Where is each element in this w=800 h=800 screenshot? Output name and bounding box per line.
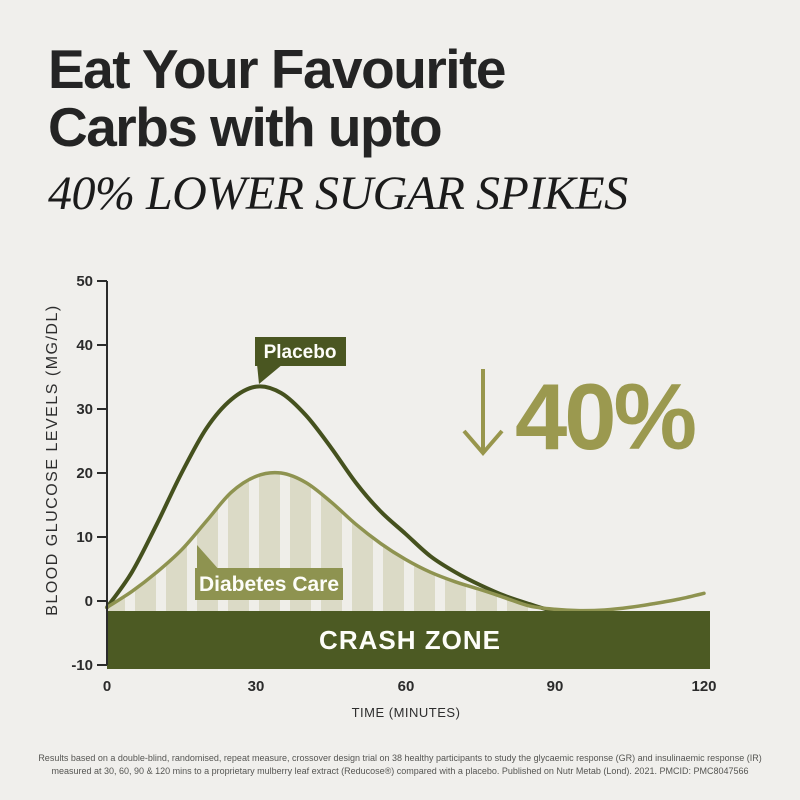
y-tick-30: 30	[76, 401, 93, 418]
x-tick-0: 0	[103, 678, 111, 695]
page-subtitle: 40% LOWER SUGAR SPIKES	[48, 167, 628, 220]
page-title-line2: Carbs with upto	[48, 96, 443, 158]
y-tick-10: 10	[76, 529, 93, 546]
diabetes-care-badge: Diabetes Care	[195, 545, 343, 600]
y-tick-n10: -10	[71, 657, 93, 674]
page-title-line1: Eat Your Favourite	[48, 38, 506, 100]
placebo-badge: Placebo	[255, 337, 346, 384]
y-tick-20: 20	[76, 465, 93, 482]
placebo-badge-tail	[257, 364, 283, 384]
x-tick-120: 120	[691, 678, 716, 695]
x-tick-30: 30	[248, 678, 265, 695]
reduction-callout: 40%	[462, 364, 699, 469]
x-tick-labels: 0 30 60 90 120	[103, 678, 717, 695]
placebo-badge-label: Placebo	[264, 342, 337, 363]
x-axis-title: TIME (MINUTES)	[352, 705, 461, 720]
diabetes-care-badge-box	[195, 568, 343, 600]
y-tick-labels: 50 40 30 20 10 0 -10	[71, 273, 93, 674]
page-title: Eat Your Favourite Carbs with upto	[48, 38, 506, 158]
footer-line2: measured at 30, 60, 90 & 120 mins to a p…	[51, 766, 749, 776]
reduction-value: 40%	[515, 364, 696, 469]
y-tick-40: 40	[76, 337, 93, 354]
crash-zone-label: CRASH ZONE	[319, 625, 501, 655]
y-axis-title: BLOOD GLUCOSE LEVELS (MG/DL)	[44, 304, 61, 615]
diabetes-care-badge-label: Diabetes Care	[199, 573, 339, 596]
placebo-badge-box	[255, 337, 346, 366]
footer-disclaimer: Results based on a double-blind, randomi…	[0, 752, 800, 778]
y-tick-0: 0	[85, 593, 93, 610]
y-tick-50: 50	[76, 273, 93, 290]
diabetes-care-badge-tail	[197, 545, 221, 572]
crash-zone-band	[107, 611, 710, 669]
x-tick-90: 90	[547, 678, 564, 695]
down-arrow-icon	[462, 369, 504, 457]
x-tick-60: 60	[398, 678, 415, 695]
care-curve	[105, 470, 706, 613]
y-axis-ticks	[97, 280, 107, 666]
footer-line1: Results based on a double-blind, randomi…	[38, 753, 762, 763]
